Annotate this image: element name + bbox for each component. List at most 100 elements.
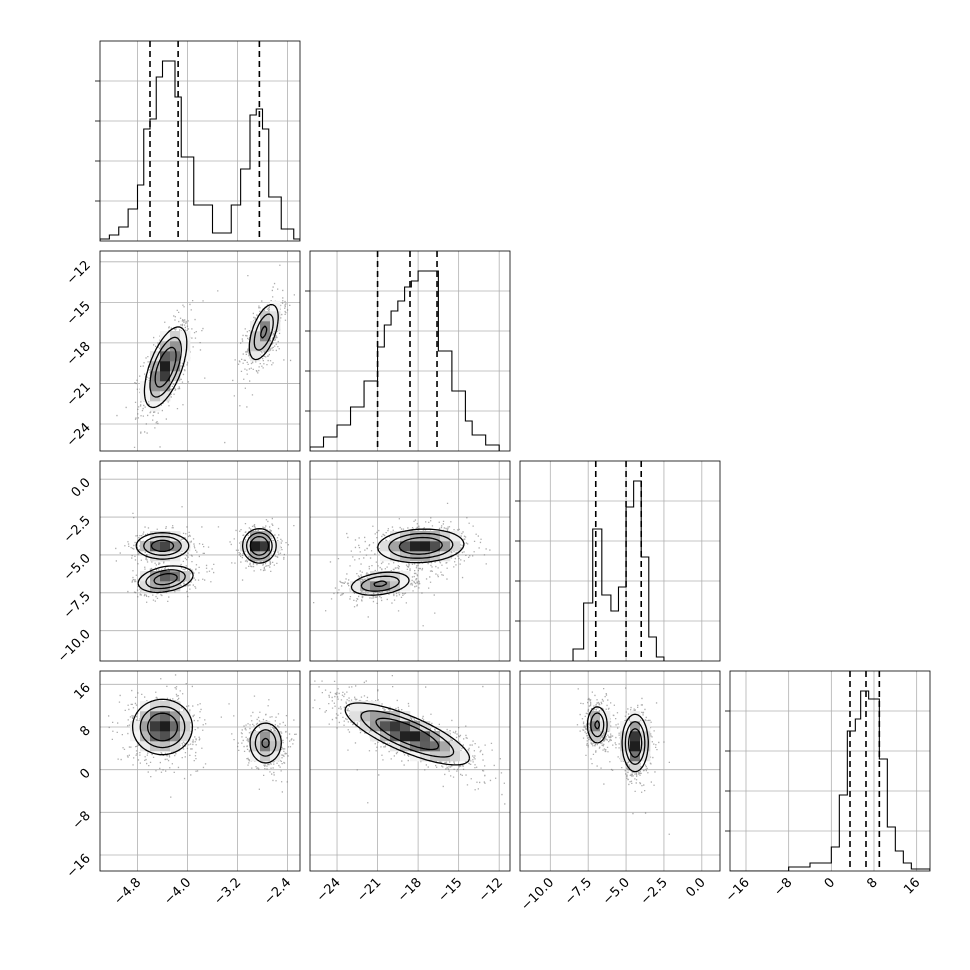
density-cell (160, 541, 171, 552)
density-cell (390, 541, 401, 552)
density-cell (390, 531, 401, 542)
density-cell (350, 581, 361, 592)
density-cell (410, 731, 421, 742)
contour-line (135, 528, 277, 594)
density-cell (180, 541, 191, 552)
density-cell (160, 721, 171, 732)
density-cell (140, 731, 151, 742)
density-cell (170, 331, 181, 342)
panel-frame (729, 670, 931, 872)
density-cell (400, 571, 411, 582)
density-cell (370, 721, 381, 732)
density-cell (380, 541, 391, 552)
density-cell (350, 701, 361, 712)
histogram-step (310, 270, 500, 451)
density-cell (400, 721, 411, 732)
density-cell (380, 731, 391, 742)
density-cell (140, 711, 151, 722)
density-cell (130, 721, 141, 732)
density-cell (410, 551, 421, 562)
density-cell (250, 531, 261, 542)
density-cell (620, 751, 631, 762)
y-tick-label: −12 (64, 258, 94, 288)
density-cell (370, 731, 381, 742)
contour-line (154, 325, 268, 388)
density-cell (170, 711, 181, 722)
contour-line (375, 717, 440, 751)
contour-line (139, 705, 277, 757)
x-tick-label: −5.0 (600, 875, 633, 908)
density-cell (360, 711, 371, 722)
density-cell (250, 321, 261, 332)
density-cell (360, 581, 371, 592)
density-cell (140, 571, 151, 582)
contour-line (594, 720, 643, 759)
density-cell (160, 571, 171, 582)
y-tick-label: −16 (64, 851, 94, 881)
density-cell (430, 531, 441, 542)
contour-line (146, 712, 270, 749)
density-cell (270, 731, 281, 742)
density-cell (390, 721, 401, 732)
density-cell (400, 741, 411, 752)
density-cell (150, 391, 161, 402)
x-tick-label: −16 (723, 875, 753, 905)
histogram-panel-2 (520, 461, 720, 661)
contour-line (590, 712, 646, 766)
x-tick-label: −8 (771, 875, 795, 899)
density-cell (420, 541, 431, 552)
y-tick-label: −5.0 (61, 551, 94, 584)
density-cell (440, 751, 451, 762)
contour-line (373, 536, 443, 587)
density-cell (630, 741, 641, 752)
density-cell (240, 541, 251, 552)
histogram-step (572, 480, 665, 661)
x-tick-label: −3.2 (211, 875, 244, 908)
x-tick-label: −4.0 (161, 875, 194, 908)
panel-frame (519, 460, 721, 662)
density-cell (390, 711, 401, 722)
density-cell (160, 361, 171, 372)
density-cell (420, 721, 431, 732)
y-tick-label: 16 (72, 681, 94, 703)
density-cell (160, 351, 171, 362)
density-cell (450, 741, 461, 752)
density-cell (150, 551, 161, 562)
density-cell (140, 741, 151, 752)
density-cell (380, 581, 391, 592)
contour-line (344, 702, 471, 766)
density-cell (420, 741, 431, 752)
density-cell (630, 731, 641, 742)
y-tick-label: −10.0 (55, 627, 94, 666)
density-cell (150, 361, 161, 372)
density-cell (430, 541, 441, 552)
y-tick-label: −18 (64, 339, 94, 369)
density-cell (440, 731, 451, 742)
density-cell (440, 531, 451, 542)
density-cell (170, 351, 181, 362)
density-panel-0-2 (100, 461, 300, 661)
density-cell (250, 351, 261, 362)
contour-line (360, 710, 455, 758)
density-cell (450, 751, 461, 762)
density-cell (390, 731, 401, 742)
histogram-panel-3 (730, 671, 930, 871)
density-cell (400, 731, 411, 742)
panel-frame (309, 250, 511, 452)
x-tick-label: −4.8 (111, 875, 144, 908)
sample-points (312, 675, 506, 805)
density-cell (160, 741, 171, 752)
density-cell (430, 741, 441, 752)
density-cell (270, 311, 281, 322)
y-tick-label: 0.0 (69, 475, 94, 500)
contour-line (360, 532, 454, 592)
x-tick-label: −15 (435, 875, 465, 905)
density-cell (440, 741, 451, 752)
panel-frame (309, 460, 511, 662)
density-cell (370, 701, 381, 712)
density-cell (440, 541, 451, 552)
panel-frame (519, 670, 721, 872)
density-cell (400, 551, 411, 562)
density-cell (150, 351, 161, 362)
